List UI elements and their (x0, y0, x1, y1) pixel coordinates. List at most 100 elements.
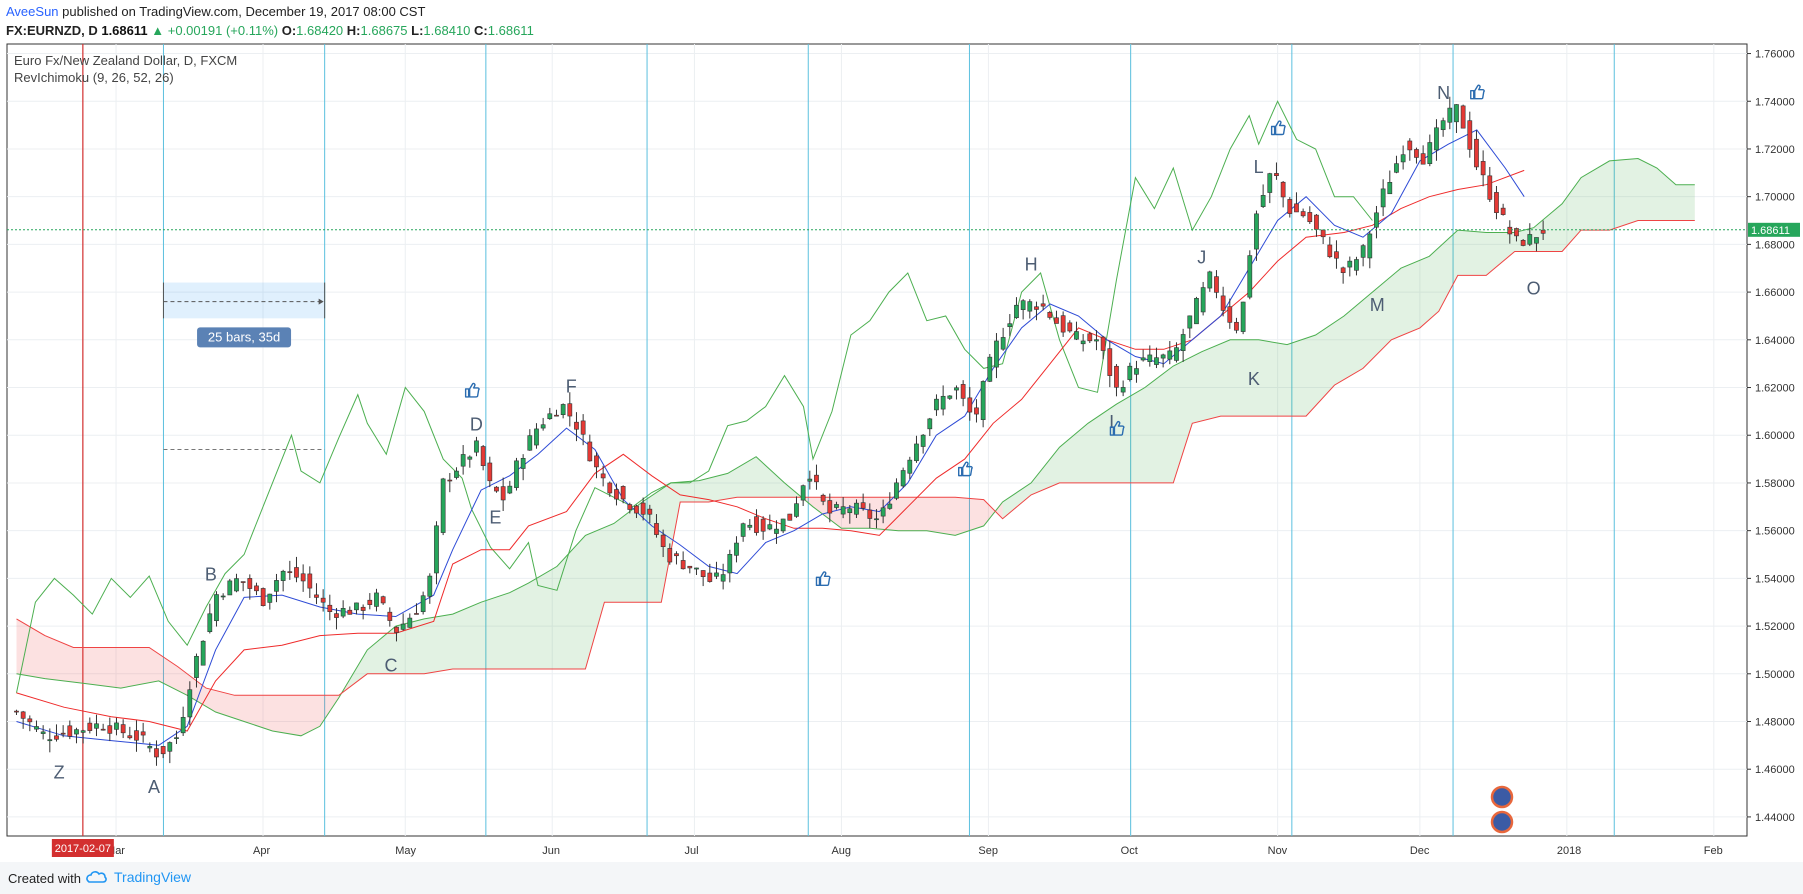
candle-up[interactable] (934, 398, 939, 411)
candle-down[interactable] (1287, 199, 1293, 214)
candle-up[interactable] (400, 623, 406, 630)
candle-down[interactable] (380, 596, 386, 604)
economic-event-icon[interactable] (1490, 810, 1514, 834)
candle-down[interactable] (247, 578, 253, 589)
candle-down[interactable] (1294, 203, 1299, 213)
candle-down[interactable] (960, 384, 966, 399)
candle-up[interactable] (1247, 255, 1253, 298)
candle-up[interactable] (847, 508, 853, 514)
candle-up[interactable] (540, 424, 546, 429)
candle-down[interactable] (1514, 228, 1519, 237)
candle-up[interactable] (1014, 304, 1019, 319)
candle-down[interactable] (1034, 306, 1039, 310)
candle-up[interactable] (840, 506, 846, 515)
candle-down[interactable] (787, 513, 793, 521)
candle-up[interactable] (1447, 107, 1453, 123)
candle-down[interactable] (67, 725, 73, 737)
candle-up[interactable] (1134, 368, 1139, 375)
candle-down[interactable] (414, 613, 419, 615)
candle-down[interactable] (260, 588, 266, 606)
candle-down[interactable] (487, 462, 493, 482)
candle-down[interactable] (1334, 251, 1339, 259)
candle-up[interactable] (1440, 120, 1446, 131)
candle-down[interactable] (1520, 239, 1526, 246)
candle-up[interactable] (147, 745, 153, 749)
candle-down[interactable] (1307, 212, 1313, 223)
candles[interactable] (14, 96, 1546, 766)
candle-up[interactable] (1360, 245, 1366, 258)
candle-up[interactable] (94, 723, 99, 729)
candle-down[interactable] (60, 732, 66, 735)
candle-up[interactable] (474, 440, 479, 453)
candle-up[interactable] (200, 640, 206, 666)
candle-down[interactable] (667, 548, 673, 563)
candle-up[interactable] (180, 717, 186, 734)
candle-up[interactable] (520, 457, 526, 469)
candle-down[interactable] (867, 509, 873, 519)
candle-up[interactable] (467, 456, 473, 460)
candle-up[interactable] (954, 387, 959, 391)
time-axis[interactable]: Mar Apr May Jun Jul Aug Sep Oct Nov Dec 2018 Feb201… (51, 839, 1723, 857)
candle-up[interactable] (1187, 315, 1193, 329)
candle-up[interactable] (907, 459, 913, 474)
candle-up[interactable] (1354, 259, 1359, 271)
candle-down[interactable] (674, 553, 679, 557)
candle-down[interactable] (587, 441, 593, 462)
candle-down[interactable] (1300, 211, 1306, 217)
candle-up[interactable] (747, 524, 753, 528)
candle-up[interactable] (1007, 323, 1013, 328)
candle-up[interactable] (920, 434, 926, 447)
candle-down[interactable] (447, 479, 453, 482)
candle-down[interactable] (140, 731, 146, 736)
candle-down[interactable] (814, 474, 819, 483)
candle-down[interactable] (620, 486, 626, 500)
candle-up[interactable] (340, 608, 346, 617)
tradingview-logo[interactable]: TradingView (84, 869, 191, 885)
candle-down[interactable] (1480, 161, 1486, 176)
candle-down[interactable] (640, 502, 646, 515)
candle-down[interactable] (600, 473, 606, 479)
candle-up[interactable] (454, 470, 459, 478)
candle-up[interactable] (74, 729, 79, 735)
candle-down[interactable] (54, 735, 59, 740)
candle-down[interactable] (1087, 333, 1093, 342)
candle-down[interactable] (754, 516, 759, 533)
candle-up[interactable] (80, 730, 86, 733)
candle-up[interactable] (767, 524, 773, 530)
candle-up[interactable] (114, 722, 119, 730)
candle-down[interactable] (967, 397, 973, 413)
candle-down[interactable] (680, 560, 686, 570)
candle-up[interactable] (834, 504, 839, 508)
candle-down[interactable] (1487, 175, 1493, 200)
candle-down[interactable] (334, 613, 339, 618)
candle-down[interactable] (614, 489, 619, 500)
candle-up[interactable] (807, 478, 813, 482)
candle-down[interactable] (160, 746, 166, 755)
candle-down[interactable] (700, 570, 706, 577)
candle-down[interactable] (100, 728, 106, 731)
candle-up[interactable] (267, 593, 273, 603)
candle-down[interactable] (1460, 105, 1466, 129)
candle-down[interactable] (287, 571, 293, 573)
candle-up[interactable] (900, 470, 906, 487)
candle-down[interactable] (14, 710, 19, 713)
candle-up[interactable] (234, 578, 239, 592)
candle-down[interactable] (120, 724, 126, 734)
candle-down[interactable] (294, 567, 299, 578)
candle-down[interactable] (820, 494, 826, 502)
candle-down[interactable] (394, 626, 399, 633)
candle-down[interactable] (1214, 276, 1219, 293)
candle-up[interactable] (1140, 357, 1146, 361)
candle-up[interactable] (1020, 300, 1026, 310)
candle-up[interactable] (34, 726, 39, 730)
price-chart[interactable]: 25 bars, 35d Z A B C D E F H I J K L M N O 1.76000 1.740… (0, 0, 1803, 862)
candle-down[interactable] (1340, 267, 1346, 274)
candle-down[interactable] (567, 403, 573, 417)
economic-event-icon[interactable] (1490, 785, 1514, 809)
candle-up[interactable] (1454, 104, 1459, 123)
candle-down[interactable] (360, 606, 366, 611)
candle-down[interactable] (1500, 207, 1506, 215)
candle-down[interactable] (1314, 214, 1319, 230)
candle-down[interactable] (1320, 229, 1326, 238)
candle-down[interactable] (1114, 365, 1119, 388)
